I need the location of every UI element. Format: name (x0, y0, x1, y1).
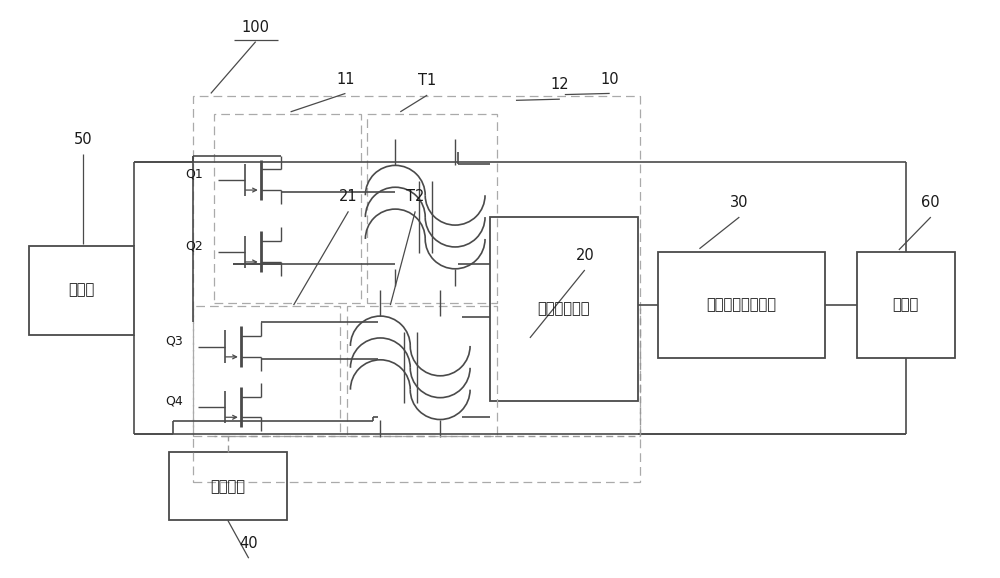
Text: Q1: Q1 (185, 168, 203, 180)
Bar (347, 306, 497, 436)
Text: 30: 30 (730, 195, 749, 210)
Bar (193, 97, 640, 481)
Text: 控制模块: 控制模块 (210, 479, 245, 494)
Bar (658, 251, 825, 358)
Text: 12: 12 (551, 77, 569, 92)
Text: 60: 60 (921, 195, 940, 210)
Bar (193, 306, 340, 436)
Text: 21: 21 (339, 190, 358, 205)
Text: Q3: Q3 (165, 334, 183, 347)
Text: 100: 100 (242, 20, 270, 35)
Text: 20: 20 (575, 248, 594, 263)
Bar (214, 113, 361, 303)
Text: 第二转换单元: 第二转换单元 (538, 302, 590, 317)
Text: 电单元: 电单元 (68, 283, 94, 298)
Text: 50: 50 (74, 132, 92, 147)
Text: T2: T2 (406, 190, 424, 205)
Bar (857, 251, 955, 358)
Text: 10: 10 (600, 72, 619, 87)
Bar (29, 246, 134, 335)
Text: 40: 40 (239, 536, 258, 551)
Text: T1: T1 (418, 73, 436, 88)
Text: Q2: Q2 (185, 239, 203, 253)
Bar (490, 217, 638, 401)
Bar (169, 453, 287, 520)
Text: 直流转换电路模块: 直流转换电路模块 (706, 298, 776, 313)
Text: Q4: Q4 (165, 395, 183, 407)
Bar (367, 113, 497, 303)
Text: 电池包: 电池包 (893, 298, 919, 313)
Text: 11: 11 (336, 72, 355, 87)
